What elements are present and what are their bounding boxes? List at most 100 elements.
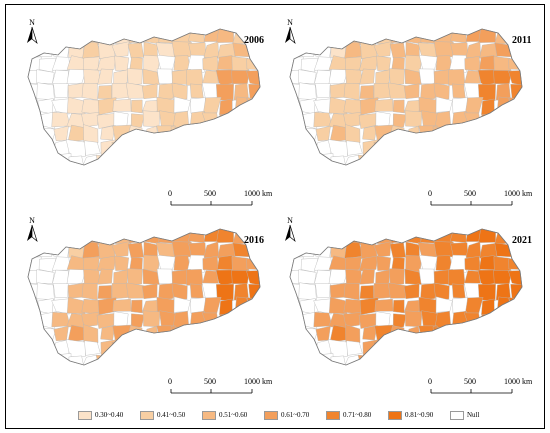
map-region bbox=[65, 139, 86, 157]
legend-item: 0.51~0.60 bbox=[202, 408, 247, 422]
choropleth-map-2016 bbox=[27, 228, 261, 366]
map-region bbox=[449, 254, 467, 273]
map-region bbox=[51, 98, 70, 115]
map-region bbox=[127, 68, 143, 86]
map-region bbox=[299, 352, 319, 365]
map-region bbox=[343, 83, 360, 101]
map-region bbox=[219, 98, 233, 115]
map-region bbox=[173, 96, 191, 113]
map-region bbox=[113, 111, 129, 128]
map-region bbox=[216, 312, 237, 329]
map-region bbox=[390, 141, 408, 157]
map-region bbox=[451, 83, 466, 99]
map-region bbox=[389, 68, 405, 86]
map-region bbox=[83, 324, 99, 343]
map-region bbox=[302, 342, 315, 357]
map-region bbox=[187, 54, 205, 73]
map-region bbox=[189, 83, 204, 99]
map-region bbox=[418, 341, 439, 357]
map-region bbox=[464, 255, 481, 272]
map-region bbox=[68, 29, 87, 43]
map-region bbox=[158, 82, 176, 101]
scale-bar-line bbox=[430, 389, 513, 394]
map-region bbox=[231, 112, 250, 130]
north-arrow-icon: N bbox=[285, 18, 296, 44]
map-region bbox=[97, 85, 112, 99]
map-region bbox=[52, 241, 71, 260]
map-region bbox=[290, 352, 302, 365]
map-region bbox=[38, 229, 56, 246]
map-region bbox=[375, 269, 391, 286]
north-arrow-icon: N bbox=[27, 216, 38, 242]
map-region bbox=[508, 56, 522, 70]
map-region bbox=[497, 153, 512, 165]
map-region bbox=[463, 312, 481, 327]
map-region bbox=[52, 41, 71, 60]
legend-label: 0.81~0.90 bbox=[405, 411, 434, 419]
map-region bbox=[233, 327, 249, 343]
legend-label: 0.71~0.80 bbox=[343, 411, 372, 419]
map-region bbox=[290, 83, 301, 101]
map-region bbox=[81, 112, 100, 128]
map-region bbox=[390, 153, 409, 165]
map-region bbox=[359, 68, 375, 85]
map-region bbox=[235, 353, 250, 365]
map-region bbox=[144, 30, 160, 45]
map-region bbox=[465, 141, 484, 158]
map-region bbox=[373, 153, 394, 165]
map-region bbox=[113, 69, 129, 86]
map-region bbox=[405, 153, 424, 165]
map-region bbox=[231, 312, 250, 330]
map-region bbox=[143, 153, 162, 165]
map-region bbox=[464, 126, 484, 141]
map-region bbox=[231, 256, 250, 273]
map-region bbox=[464, 326, 484, 341]
map-region bbox=[231, 70, 250, 84]
map-region bbox=[314, 229, 332, 245]
map-region bbox=[290, 283, 301, 301]
map-region bbox=[37, 152, 57, 165]
map-region bbox=[28, 111, 39, 129]
map-region bbox=[465, 341, 484, 358]
map-region bbox=[84, 340, 101, 356]
map-region bbox=[359, 85, 374, 99]
map-region bbox=[357, 154, 378, 165]
map-region bbox=[290, 325, 304, 343]
map-region bbox=[173, 152, 188, 165]
map-region bbox=[418, 141, 439, 157]
map-region bbox=[451, 283, 466, 299]
map-region bbox=[327, 339, 348, 357]
map-region bbox=[202, 326, 222, 341]
map-region bbox=[231, 341, 251, 356]
map-region bbox=[493, 256, 512, 273]
map-region bbox=[376, 255, 391, 271]
map-region bbox=[111, 340, 131, 357]
map-region bbox=[374, 298, 394, 312]
map-region bbox=[81, 83, 98, 101]
map-region bbox=[418, 268, 435, 285]
map-region bbox=[231, 141, 251, 156]
map-region bbox=[494, 229, 512, 246]
map-region bbox=[202, 126, 222, 141]
map-region bbox=[68, 229, 87, 243]
map-region bbox=[375, 69, 391, 86]
map-region bbox=[510, 284, 522, 301]
scale-tick-1000: 1000 km bbox=[504, 377, 533, 386]
map-region bbox=[246, 256, 260, 270]
map-region bbox=[330, 29, 349, 43]
map-region bbox=[201, 112, 219, 127]
map-region bbox=[234, 96, 250, 113]
map-region bbox=[510, 244, 522, 258]
map-region bbox=[343, 312, 362, 328]
map-region bbox=[509, 124, 522, 143]
map-region bbox=[142, 110, 161, 128]
map-region bbox=[96, 30, 115, 44]
map-region bbox=[68, 40, 84, 59]
map-region bbox=[358, 230, 377, 244]
map-region bbox=[450, 354, 466, 365]
scale-tick-500: 500 bbox=[464, 189, 476, 198]
map-region bbox=[158, 282, 176, 301]
map-region bbox=[28, 283, 39, 301]
map-region bbox=[249, 154, 260, 165]
map-region bbox=[81, 283, 98, 301]
